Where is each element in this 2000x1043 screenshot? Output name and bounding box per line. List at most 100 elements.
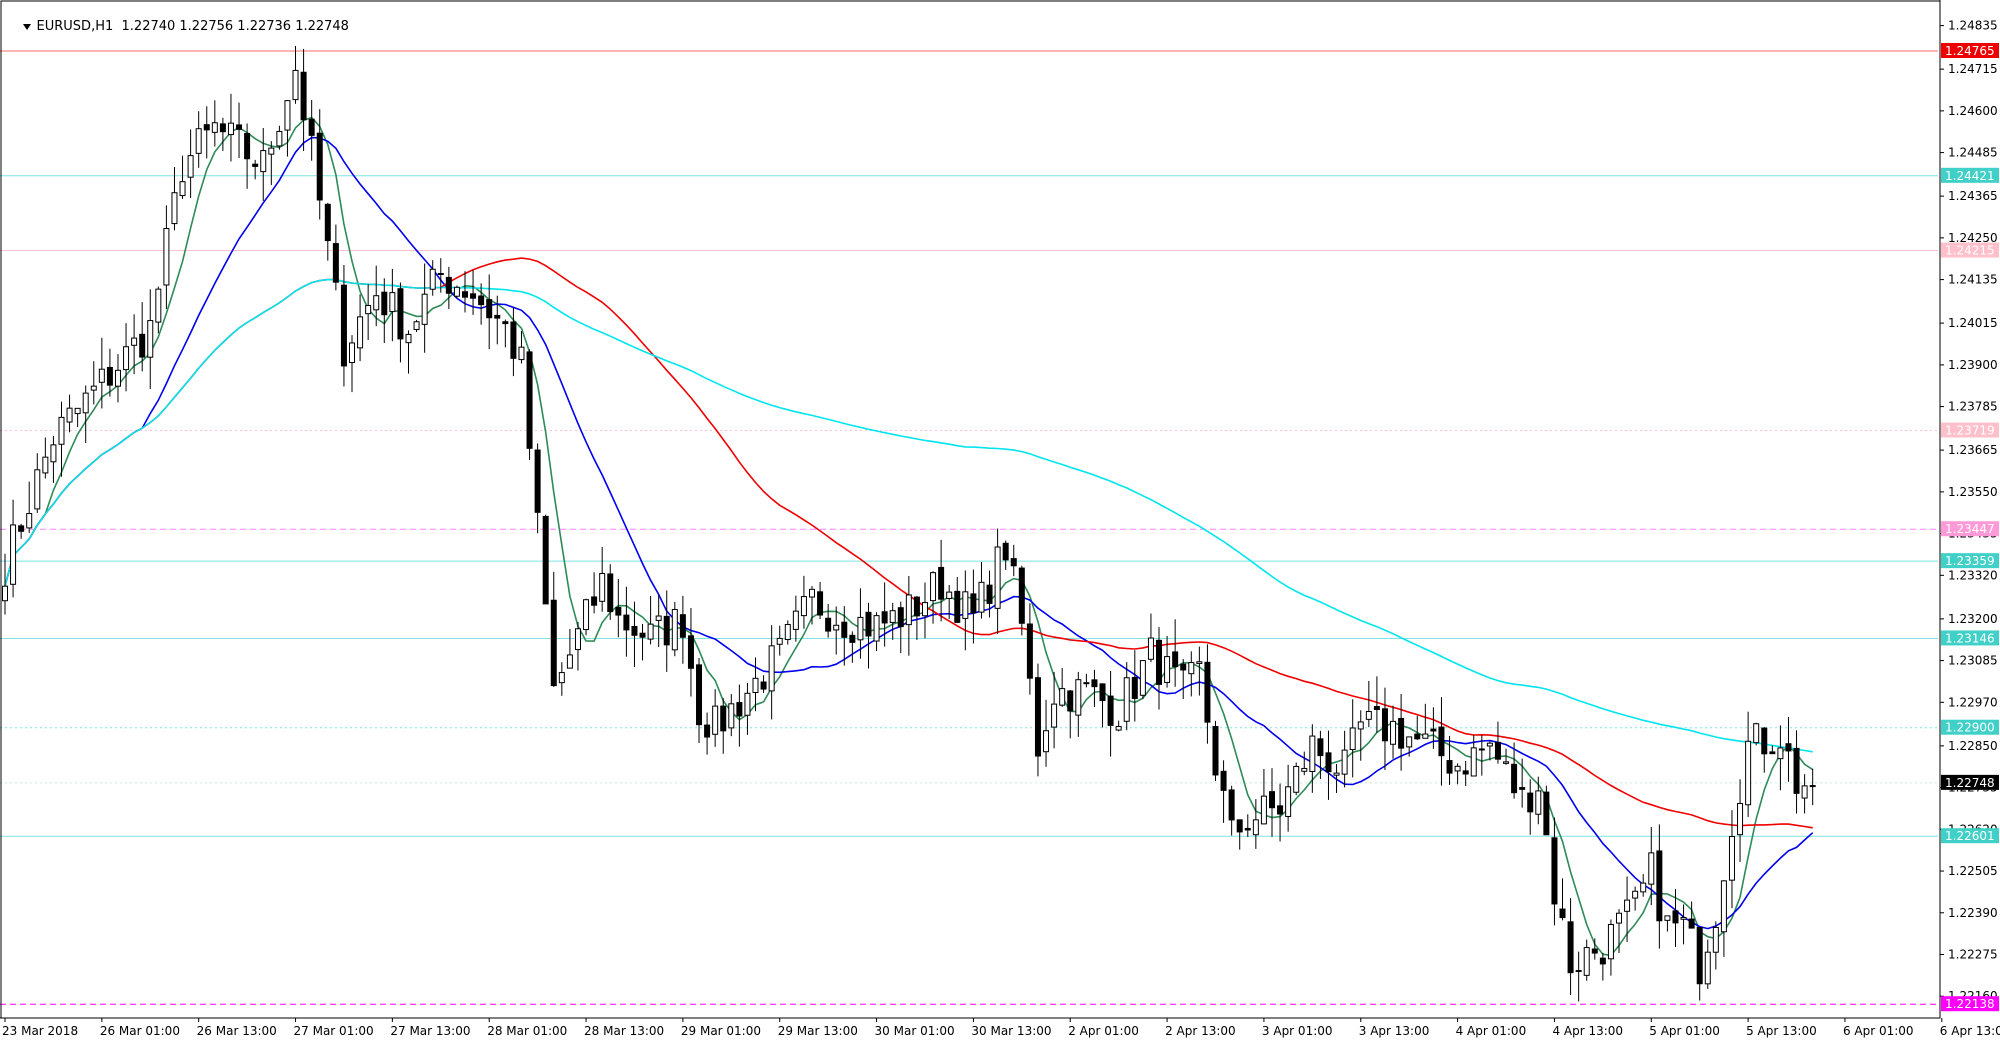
candle	[227, 93, 234, 162]
candle	[631, 601, 638, 667]
candle	[1632, 886, 1639, 911]
candle	[792, 595, 799, 642]
candle	[1640, 874, 1647, 897]
price-tag-label: 1.22138	[1945, 997, 1995, 1011]
price-tags: 1.24765 1.24421 1.24215 1.23719 1.23447 1.233…	[1941, 42, 1999, 1012]
candle	[1244, 814, 1251, 837]
candle	[203, 106, 210, 159]
candle	[139, 302, 146, 372]
candle	[18, 523, 25, 539]
candle	[1486, 741, 1493, 761]
candle	[179, 155, 186, 199]
candle	[1446, 735, 1453, 785]
candle	[655, 594, 662, 648]
candle	[421, 263, 428, 353]
candle	[1252, 799, 1259, 849]
candle	[978, 562, 985, 619]
candle	[905, 575, 912, 656]
candle	[219, 117, 226, 151]
candle	[74, 407, 81, 428]
y-tick-label: 1.24835	[1948, 19, 1998, 33]
price-tag-label: 1.23719	[1945, 424, 1995, 438]
price-tag-label: 1.23359	[1945, 554, 1995, 568]
candle	[34, 453, 41, 513]
candle	[566, 628, 573, 669]
candle	[1381, 687, 1388, 771]
candle	[1293, 762, 1300, 796]
candle	[1002, 540, 1009, 570]
candle	[744, 682, 751, 735]
candle	[534, 443, 541, 534]
candle	[106, 348, 113, 397]
candle	[526, 349, 533, 460]
candle	[1777, 725, 1784, 791]
candle	[114, 354, 121, 403]
candle	[284, 100, 291, 157]
candle	[445, 266, 452, 309]
candle	[1260, 768, 1267, 825]
candle	[1043, 699, 1050, 767]
y-tick-label: 1.22505	[1948, 864, 1998, 878]
ma-line-3	[4, 278, 1813, 753]
candle	[946, 584, 953, 620]
candle	[1567, 898, 1574, 995]
candle	[849, 631, 856, 663]
candle	[1196, 646, 1203, 696]
candle	[195, 111, 202, 168]
candle	[1616, 909, 1622, 954]
candle	[1034, 663, 1041, 777]
candle	[155, 286, 162, 334]
candle	[163, 205, 170, 310]
candle	[1704, 939, 1711, 989]
y-tick-label: 1.22970	[1948, 695, 1998, 709]
candle	[98, 337, 105, 409]
candle	[1809, 768, 1816, 806]
price-tag-label: 1.24765	[1945, 44, 1995, 58]
candle	[1494, 721, 1501, 764]
candle	[1285, 764, 1292, 832]
candle	[1430, 707, 1437, 749]
dropdown-arrow-icon[interactable]	[22, 23, 31, 30]
y-tick-label: 1.24135	[1948, 273, 1998, 287]
candle	[542, 514, 549, 605]
y-tick-label: 1.24015	[1948, 316, 1998, 330]
candle	[784, 620, 791, 645]
candle	[1624, 876, 1631, 942]
candle	[591, 572, 598, 614]
candle	[1728, 810, 1735, 909]
candle	[1648, 827, 1655, 906]
price-tag	[1941, 630, 1999, 646]
price-tag	[1941, 42, 1999, 58]
candle	[82, 385, 89, 443]
candle	[865, 602, 872, 669]
price-tag	[1941, 167, 1999, 183]
candle	[1664, 915, 1671, 932]
candle	[1164, 635, 1171, 688]
candle	[1511, 742, 1518, 799]
candle	[639, 623, 646, 661]
candle	[486, 274, 493, 350]
x-tick-label: 3 Apr 13:00	[1359, 1024, 1430, 1038]
x-tick-label: 5 Apr 01:00	[1649, 1024, 1720, 1038]
candle	[897, 601, 904, 654]
y-tick-label: 1.24250	[1948, 231, 1998, 245]
candle	[1277, 783, 1284, 842]
x-tick-label: 30 Mar 13:00	[971, 1024, 1051, 1038]
candle	[2, 553, 8, 615]
candle	[663, 590, 670, 672]
candle	[1503, 748, 1510, 765]
candle	[1228, 785, 1235, 836]
candle	[704, 712, 711, 755]
candle	[1591, 938, 1598, 960]
y-tick-label: 1.23200	[1948, 612, 1998, 626]
candle	[268, 141, 275, 186]
candle	[930, 571, 937, 624]
candle	[1406, 736, 1413, 757]
candle	[1172, 619, 1179, 687]
candle	[50, 435, 57, 483]
candle	[1236, 819, 1243, 850]
candle	[437, 258, 444, 293]
candle	[1696, 926, 1703, 1001]
